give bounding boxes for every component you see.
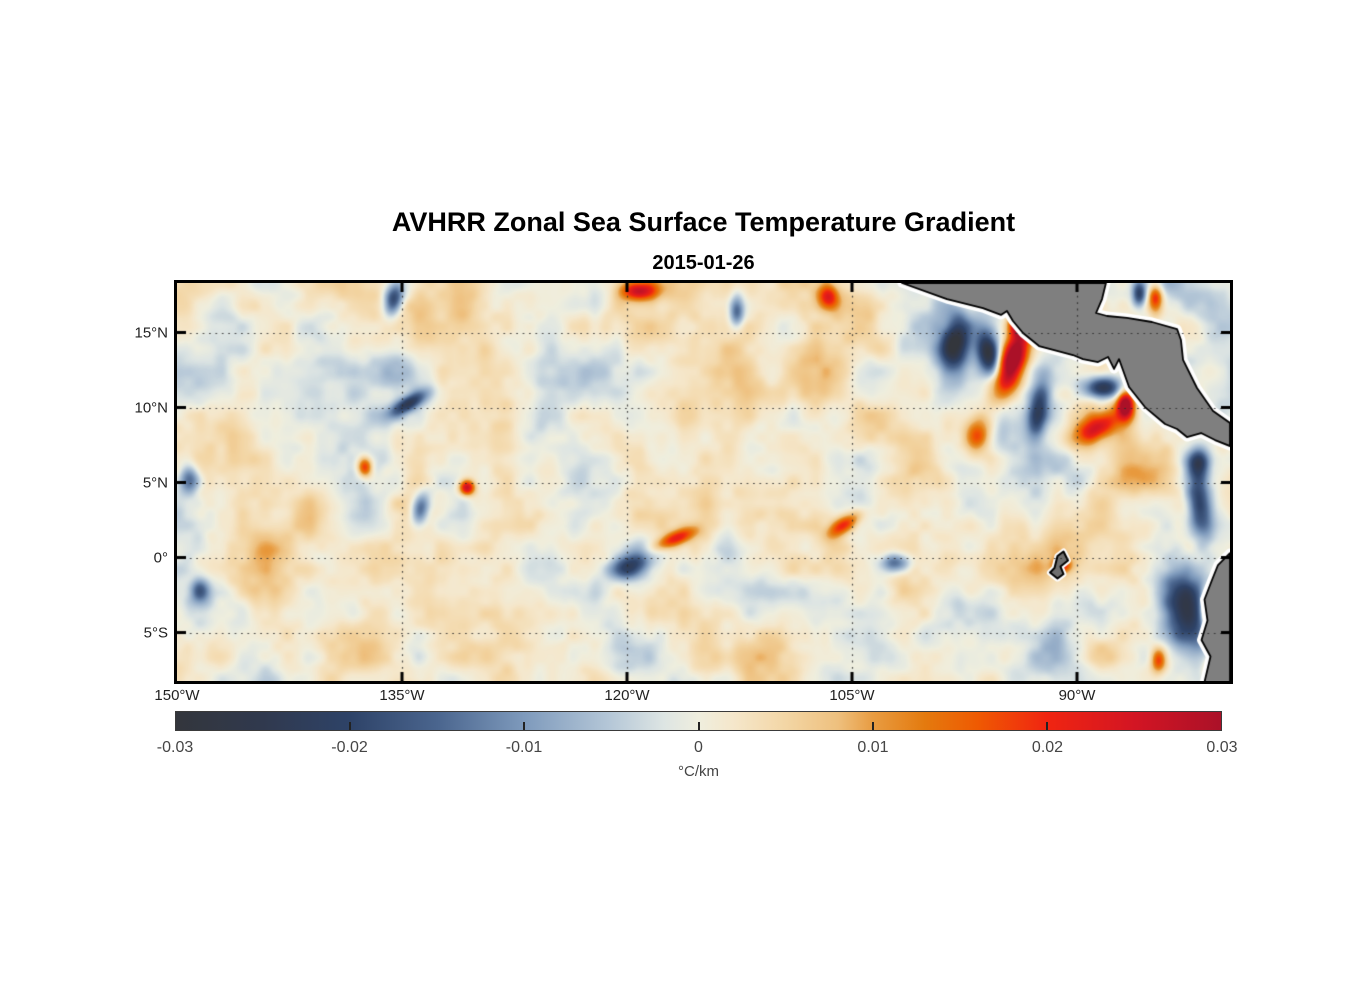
y-axis-tick-label-5N: 5°N [142,474,168,492]
sst-gradient-heatmap [177,283,1230,681]
colorbar-tick-label-0.03: 0.03 [1206,739,1238,756]
x-axis-tick-label-105W: 105°W [829,687,875,704]
y-axis-tick-label-5S: 5°S [143,624,168,642]
colorbar-tick-label--0.02: -0.02 [331,739,368,756]
colorbar-tick-mark [697,722,700,730]
x-axis-tick-label-90W: 90°W [1058,687,1096,704]
y-axis-tick-label-10N: 10°N [134,399,168,417]
x-axis-tick-label-120W: 120°W [604,687,650,704]
y-axis-tick-label-0: 0° [153,549,168,567]
colorbar-tick-label--0.03: -0.03 [156,739,194,756]
colorbar [175,711,1222,731]
x-axis-tick-label-135W: 135°W [379,687,425,704]
colorbar-tick-label-0: 0 [694,739,703,756]
colorbar-tick-label-0.02: 0.02 [1031,739,1064,756]
colorbar-tick-label--0.01: -0.01 [505,739,543,756]
colorbar-tick-mark [349,722,352,730]
colorbar-tick-mark [523,722,526,730]
y-axis-tick-label-15N: 15°N [134,324,168,341]
chart-date: 2015-01-26 [652,252,755,274]
chart-title: AVHRR Zonal Sea Surface Temperature Grad… [391,207,1016,237]
x-axis-tick-label-150W: 150°W [154,687,200,704]
map-frame [174,280,1233,684]
colorbar-unit-label: °C/km [678,763,719,780]
colorbar-tick-mark [1045,722,1048,730]
colorbar-tick-label-0.01: 0.01 [857,739,889,756]
colorbar-tick-mark [871,722,874,730]
